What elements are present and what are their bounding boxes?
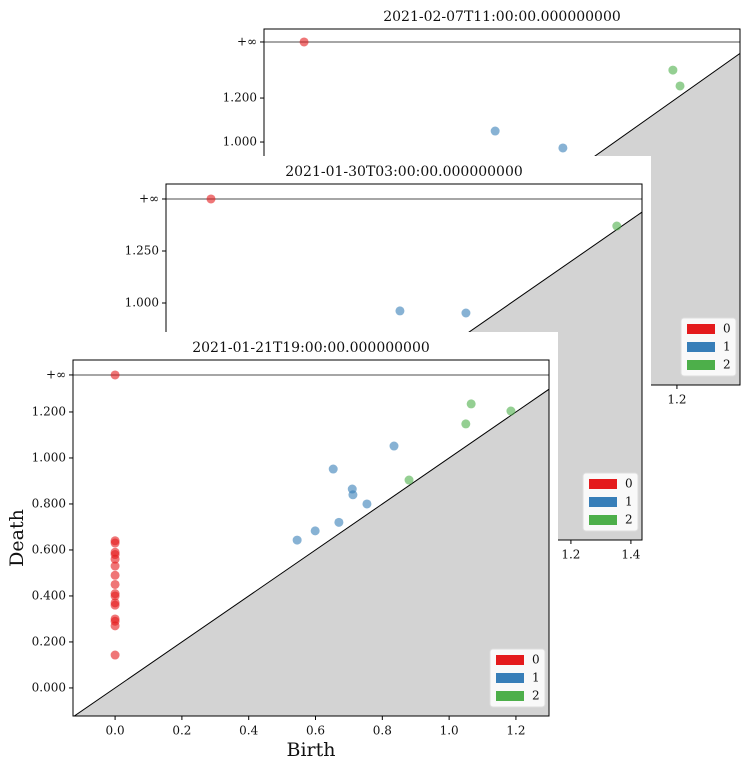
legend-swatch xyxy=(589,479,617,489)
y-tick-label: 0.800 xyxy=(32,496,66,510)
x-axis-label: Birth xyxy=(287,739,336,761)
legend-label: 1 xyxy=(625,495,633,509)
point xyxy=(110,370,120,380)
point xyxy=(110,598,120,608)
y-tick-label: 1.000 xyxy=(125,296,159,310)
chart-title: 2021-01-30T03:00:00.000000000 xyxy=(285,164,523,180)
point xyxy=(110,570,120,580)
axes-frame xyxy=(72,359,550,717)
legend-swatch xyxy=(496,691,524,701)
legend-label: 2 xyxy=(532,689,540,703)
y-tick-label: 1.200 xyxy=(223,91,257,105)
point xyxy=(110,561,120,571)
x-tick-label: 0.6 xyxy=(306,724,325,738)
point xyxy=(461,419,471,429)
point xyxy=(299,37,309,47)
legend: 0 1 2 xyxy=(582,472,639,532)
point xyxy=(328,464,338,474)
y-tick-label: +∞ xyxy=(237,34,257,48)
y-tick-label: 1.000 xyxy=(223,135,257,149)
chart-title: 2021-02-07T11:00:00.000000000 xyxy=(383,9,621,25)
x-tick-label: 0.2 xyxy=(172,724,191,738)
legend: 0 1 2 xyxy=(489,648,546,708)
point xyxy=(558,143,568,153)
y-tick-label: +∞ xyxy=(139,191,159,205)
point xyxy=(110,650,120,660)
y-tick-label: 0.000 xyxy=(32,680,66,694)
plot-area xyxy=(73,370,549,716)
point xyxy=(389,441,399,451)
x-tick-label: 1.4 xyxy=(621,548,640,562)
point xyxy=(675,81,685,91)
legend-swatch xyxy=(687,342,715,352)
point xyxy=(110,579,120,589)
point xyxy=(334,517,344,527)
diagonal xyxy=(73,388,549,716)
point xyxy=(206,194,216,204)
legend-label: 2 xyxy=(723,358,731,372)
y-tick-label: 1.250 xyxy=(125,243,159,257)
point xyxy=(612,221,622,231)
x-tick-label: 0.8 xyxy=(373,724,392,738)
y-tick-label: 0.200 xyxy=(32,634,66,648)
y-axis-label: Death xyxy=(6,509,28,567)
y-tick-label: +∞ xyxy=(46,367,66,381)
point xyxy=(461,308,471,318)
y-tick-label: 0.400 xyxy=(32,588,66,602)
point xyxy=(348,490,358,500)
chart-title: 2021-01-21T19:00:00.000000000 xyxy=(192,340,430,356)
legend-label: 0 xyxy=(532,653,540,667)
y-tick-label: 1.200 xyxy=(32,404,66,418)
legend-label: 0 xyxy=(625,477,633,491)
x-tick-label: 0.4 xyxy=(239,724,258,738)
x-tick-label: 1.0 xyxy=(440,724,459,738)
legend-label: 0 xyxy=(723,322,731,336)
x-tick-label: 1.2 xyxy=(506,724,525,738)
x-tick-label: 1.2 xyxy=(561,548,580,562)
legend-swatch xyxy=(687,324,715,334)
point xyxy=(490,126,500,136)
point xyxy=(110,547,120,557)
legend-label: 2 xyxy=(625,513,633,527)
x-tick-label: 0.0 xyxy=(106,724,125,738)
legend-swatch xyxy=(496,655,524,665)
legend-swatch xyxy=(687,360,715,370)
x-tick-label: 1.2 xyxy=(667,393,686,407)
legend: 0 1 2 xyxy=(680,317,737,377)
legend-label: 1 xyxy=(723,340,731,354)
legend-label: 1 xyxy=(532,671,540,685)
point xyxy=(110,614,120,624)
chart-panel: 0.0 0.2 0.4 0.6 0.8 1.0 1.2 0.000 0.200 0.400 0.60… xyxy=(0,332,558,771)
legend-swatch xyxy=(589,497,617,507)
point xyxy=(466,399,476,409)
y-tick-label: 1.000 xyxy=(32,450,66,464)
point xyxy=(404,475,414,485)
point xyxy=(395,306,405,316)
point xyxy=(110,536,120,546)
legend-swatch xyxy=(589,515,617,525)
y-tick-label: 0.600 xyxy=(32,542,66,556)
point xyxy=(292,535,302,545)
point xyxy=(668,65,678,75)
point xyxy=(110,589,120,599)
point xyxy=(362,499,372,509)
point xyxy=(310,526,320,536)
legend-swatch xyxy=(496,673,524,683)
point xyxy=(506,406,516,416)
